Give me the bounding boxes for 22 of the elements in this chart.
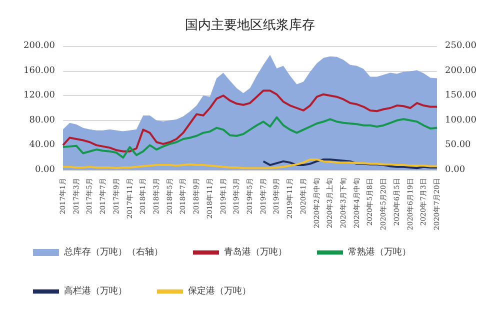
y-tick-label: 120.00	[24, 90, 56, 101]
legend-label: 总库存（万吨）（右轴）	[63, 246, 163, 258]
y-tick-label: 160.00	[24, 66, 56, 76]
y2-tick-label: 0.00	[445, 165, 466, 175]
line-series	[62, 116, 438, 159]
y2-tick-label: 200.00	[445, 66, 477, 76]
y2-tick-label: 50.00	[445, 140, 472, 150]
line-series	[62, 158, 438, 170]
legend-label: 青岛港（万吨）	[224, 246, 287, 258]
legend-label: 高栏港（万吨）	[64, 286, 127, 296]
legend-label: 保定港（万吨）	[188, 286, 251, 296]
legend-label: 常熟港（万吨）	[348, 246, 411, 258]
line-series	[262, 158, 438, 170]
line-series	[62, 90, 438, 152]
y2-tick-label: 150.00	[445, 90, 477, 101]
chart-title: 国内主要地区纸浆库存	[185, 17, 315, 33]
y-tick-label: 200.00	[24, 41, 56, 51]
y2-tick-label: 100.00	[445, 115, 477, 126]
y-tick-label: 0.00	[34, 165, 56, 175]
y-tick-label: 80.00	[29, 115, 56, 126]
y2-tick-label: 250.00	[445, 41, 477, 51]
y-tick-label: 40.00	[29, 140, 56, 150]
